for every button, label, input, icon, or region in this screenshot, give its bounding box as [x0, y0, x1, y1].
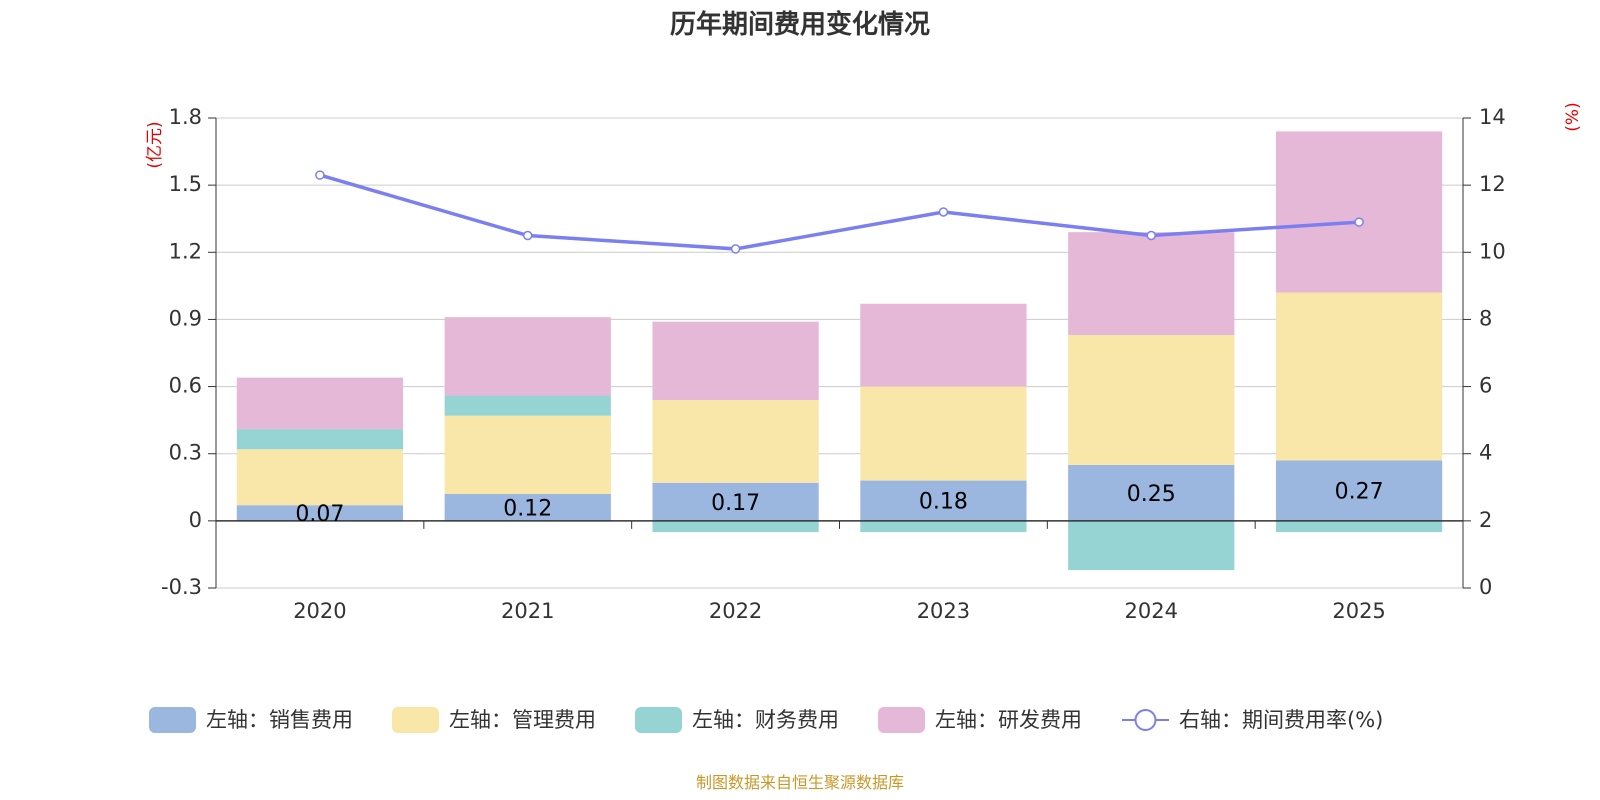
bar-segment — [1068, 335, 1235, 465]
rate-point — [1354, 217, 1364, 227]
right-tick-label: 8 — [1479, 306, 1492, 330]
x-tick-label: 2020 — [293, 599, 346, 623]
bar-segment — [1068, 232, 1235, 336]
left-tick-label: 0.3 — [169, 441, 202, 465]
right-tick-label: 14 — [1479, 105, 1506, 129]
bar-segment — [236, 449, 404, 506]
bar-data-label: 0.07 — [295, 502, 344, 527]
rate-line-path — [319, 173, 1360, 251]
right-axis-unit: (%) — [1563, 102, 1583, 131]
bar-segment — [444, 415, 611, 494]
rate-point — [730, 244, 741, 254]
rate-point — [523, 230, 533, 241]
bar-segment — [860, 520, 1027, 533]
legend-swatch — [392, 707, 439, 733]
right-tick-label: 0 — [1479, 575, 1492, 599]
bars — [236, 131, 1443, 571]
x-tick-label: 2025 — [1332, 599, 1385, 623]
right-tick-label: 6 — [1479, 374, 1492, 398]
left-tick-label: 0.9 — [169, 306, 202, 330]
bar-data-label: 0.27 — [1335, 480, 1384, 505]
x-tick-label: 2024 — [1125, 599, 1178, 623]
x-tick-label: 2021 — [501, 599, 554, 623]
bar-segment — [236, 377, 404, 430]
legend-label: 左轴：财务费用 — [692, 708, 839, 732]
left-tick-label: 0.6 — [169, 374, 202, 398]
right-tick-label: 4 — [1479, 441, 1492, 465]
left-tick-label: 1.2 — [169, 239, 202, 263]
bar-segment — [1068, 464, 1235, 521]
source-text: 制图数据来自恒生聚源数据库 — [696, 773, 904, 792]
bar-segment — [652, 321, 819, 400]
legend-swatch — [878, 707, 925, 733]
bar-segment — [1275, 520, 1443, 533]
bar-segment — [444, 395, 611, 416]
bar-segment — [444, 494, 611, 521]
bar-segment — [860, 386, 1027, 481]
axes: -0.3 0 0.3 0.6 0.9 1.2 1.5 1.8 0 2 4 6 8 10 12 14 2020 20… — [161, 105, 1506, 623]
bar-segment — [1275, 131, 1443, 293]
bar-data-label: 0.18 — [919, 490, 968, 515]
left-tick-label: 1.8 — [169, 105, 202, 129]
rate-line — [315, 170, 1364, 254]
gridlines — [216, 117, 1463, 589]
bar-segment — [236, 505, 404, 521]
x-tick-label: 2023 — [917, 599, 970, 623]
rate-point — [315, 170, 325, 180]
x-tick-label: 2022 — [709, 599, 762, 623]
legend-label: 左轴：管理费用 — [449, 708, 596, 732]
bar-segment — [236, 429, 404, 450]
rate-point — [938, 207, 949, 217]
bar-segment — [652, 400, 819, 483]
legend: 左轴：销售费用 左轴：管理费用 左轴：财务费用 左轴：研发费用 右轴：期间费用率(%) — [149, 707, 1383, 733]
legend-swatch — [635, 707, 682, 733]
bar-segment — [444, 317, 611, 396]
legend-label: 左轴：研发费用 — [935, 708, 1082, 732]
left-tick-label: 0 — [189, 508, 202, 532]
bar-segment — [1068, 520, 1235, 571]
legend-label: 左轴：销售费用 — [206, 708, 353, 732]
left-tick-label: 1.5 — [169, 172, 202, 196]
right-tick-label: 12 — [1479, 172, 1506, 196]
bar-segment — [1275, 292, 1443, 461]
bar-data-label: 0.25 — [1127, 482, 1176, 507]
bar-data-label: 0.12 — [503, 496, 552, 521]
bar-segment — [652, 520, 819, 533]
left-tick-label: -0.3 — [161, 575, 202, 599]
bar-segment — [1275, 460, 1443, 521]
bar-segment — [652, 482, 819, 521]
bar-data-label: 0.17 — [711, 491, 760, 516]
chart-title: 历年期间费用变化情况 — [670, 9, 930, 40]
rate-point — [1146, 230, 1156, 241]
bar-segment — [860, 303, 1027, 387]
left-axis-unit: (亿元) — [145, 121, 165, 168]
right-tick-label: 10 — [1479, 239, 1506, 263]
legend-marker — [1134, 709, 1157, 731]
data-labels: 0.07 0.12 0.17 0.18 0.25 0.27 — [295, 480, 1383, 527]
right-tick-label: 2 — [1479, 508, 1492, 532]
legend-swatch — [149, 707, 196, 733]
bar-segment — [860, 480, 1027, 521]
legend-label: 右轴：期间费用率(%) — [1179, 708, 1383, 732]
